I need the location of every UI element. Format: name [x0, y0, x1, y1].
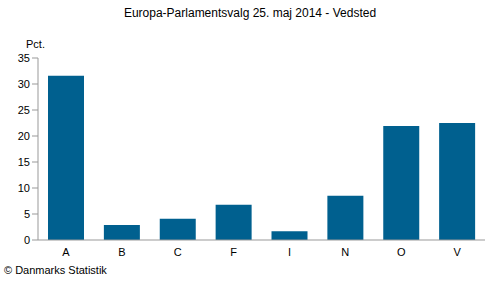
svg-text:N: N	[341, 246, 349, 258]
svg-text:A: A	[62, 246, 70, 258]
svg-text:25: 25	[18, 104, 30, 116]
svg-text:V: V	[453, 246, 461, 258]
html-text:Europa-Parlamentsvalg 25. maj: Europa-Parlamentsvalg 25. maj 2014 - Ved…	[123, 6, 377, 20]
svg-text:15: 15	[18, 156, 30, 168]
svg-text:F: F	[230, 246, 237, 258]
svg-text:I: I	[288, 246, 291, 258]
svg-text:10: 10	[18, 182, 30, 194]
svg-text:C: C	[174, 246, 182, 258]
svg-text:30: 30	[18, 78, 30, 90]
svg-text:0: 0	[24, 234, 30, 246]
svg-text:B: B	[118, 246, 125, 258]
svg-text:20: 20	[18, 130, 30, 142]
svg-text:5: 5	[24, 208, 30, 220]
svg-text:O: O	[397, 246, 406, 258]
svg-text:35: 35	[18, 52, 30, 64]
html-text:© Danmarks Statistik: © Danmarks Statistik	[4, 264, 107, 276]
html-text:Pct.: Pct.	[26, 38, 45, 50]
